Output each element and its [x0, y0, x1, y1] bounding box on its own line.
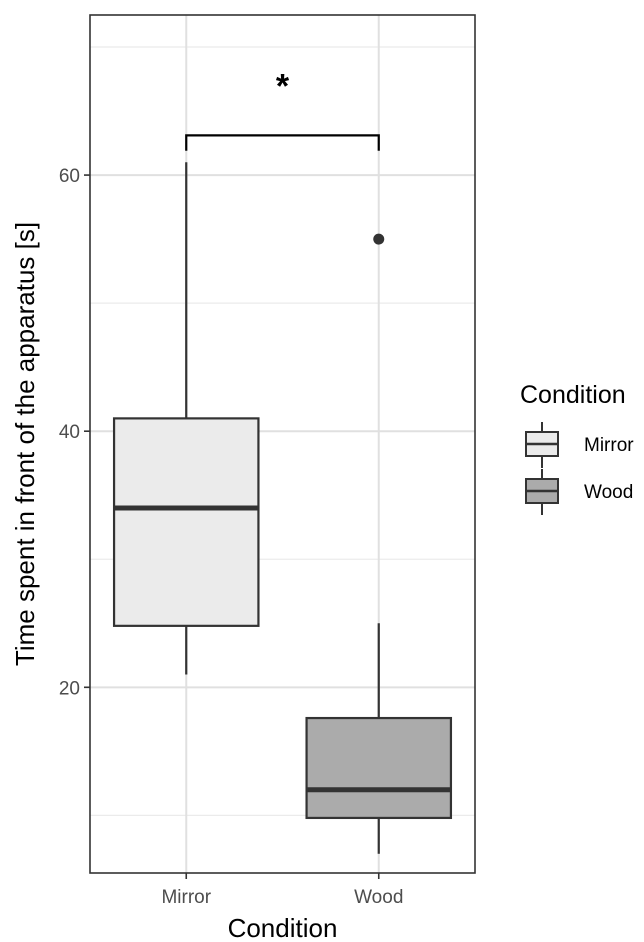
x-tick-label: Wood [354, 887, 403, 908]
boxes [112, 162, 453, 854]
y-axis-title: Time spent in front of the apparatus [s] [10, 222, 40, 666]
y-tick-label: 40 [59, 422, 80, 443]
outlier-point [373, 233, 385, 245]
y-tick-label: 20 [59, 678, 80, 699]
x-axis: Mirror Wood [161, 873, 403, 908]
significance-annotation: * [185, 67, 380, 151]
legend-items: Mirror Wood [525, 422, 634, 515]
y-axis: 20 40 60 [59, 166, 90, 699]
legend-label-mirror: Mirror [584, 435, 634, 456]
plot-panel-border [89, 14, 476, 874]
legend-key-mirror [525, 422, 559, 468]
significance-bracket [185, 134, 380, 151]
y-tick-label: 60 [59, 166, 80, 187]
box-body [305, 716, 453, 820]
legend-title: Condition [520, 381, 626, 409]
legend-key-wood [525, 469, 559, 515]
box-wood [305, 233, 453, 854]
significance-label: * [276, 67, 290, 105]
x-axis-title: Condition [228, 913, 338, 942]
box-body [112, 417, 260, 627]
legend-label-wood: Wood [584, 482, 633, 503]
box-mirror [112, 162, 260, 675]
legend: Condition Mirror Wood [520, 381, 634, 515]
x-tick-label: Mirror [161, 887, 211, 908]
